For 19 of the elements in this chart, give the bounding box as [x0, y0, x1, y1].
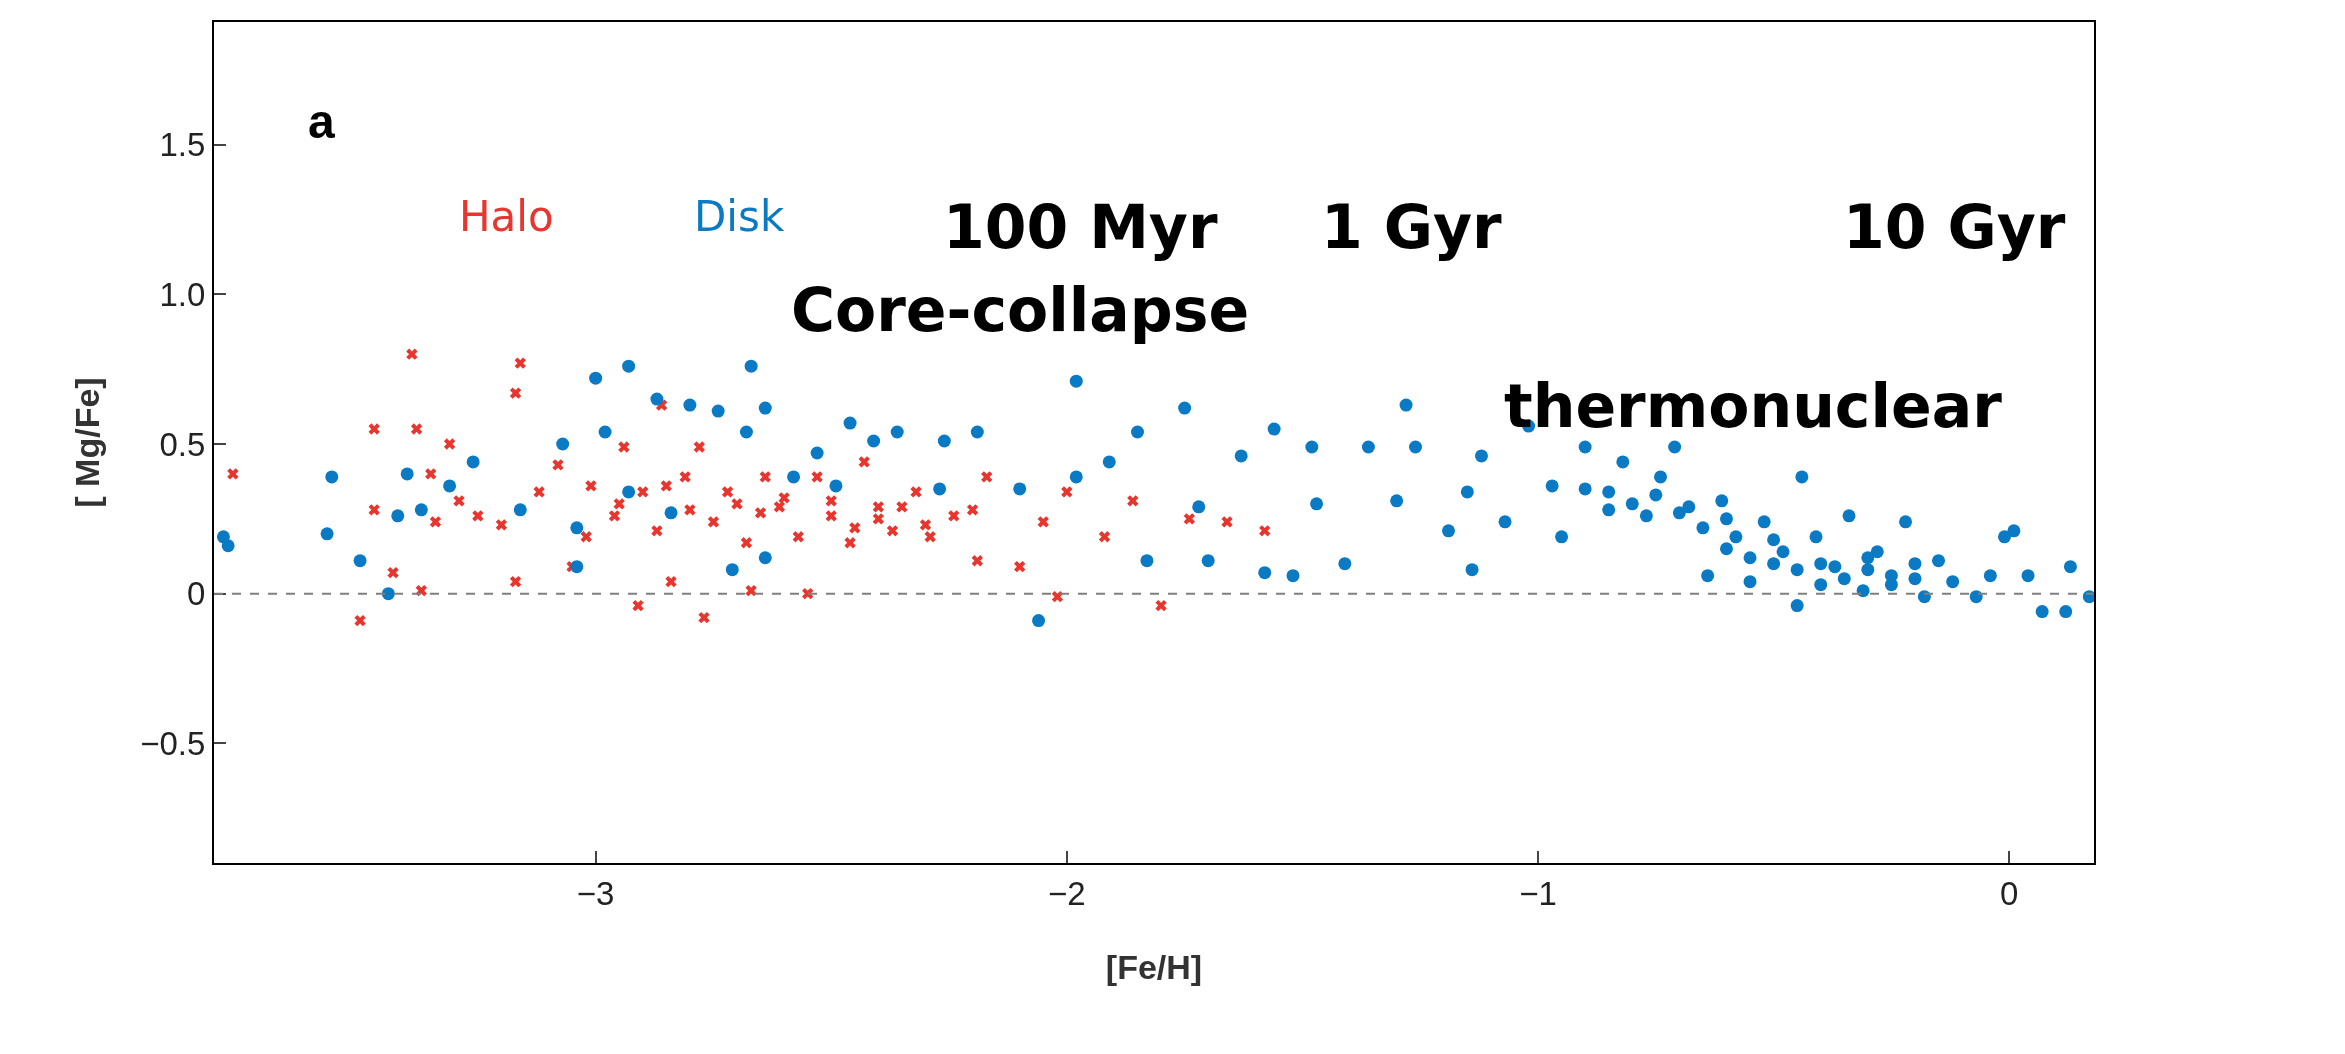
x-axis-title: [Fe/H] — [1105, 948, 1203, 987]
y-tick-label: 1.5 — [159, 126, 206, 164]
annotation: 10 Gyr — [1843, 192, 2066, 262]
y-tick-label: −0.5 — [140, 724, 206, 762]
annotation: 100 Myr — [943, 192, 1218, 262]
y-tick-label: 0 — [187, 575, 206, 613]
text: Halo — [459, 192, 554, 241]
y-tick-label: 0.5 — [159, 425, 206, 463]
x-tick-label: −3 — [576, 874, 615, 912]
x-tick-label: −1 — [1519, 874, 1557, 912]
x-tick-label: −2 — [1048, 874, 1086, 912]
x-tick-label: 0 — [2000, 874, 2019, 912]
text: Disk — [694, 192, 785, 241]
y-tick-label: 1.0 — [159, 275, 206, 313]
y-axis-title: [ Mg/Fe] — [68, 377, 107, 508]
annotation: a — [308, 95, 335, 148]
annotation: 1 Gyr — [1321, 192, 1502, 262]
annotation: Core-collapse — [791, 275, 1250, 345]
annotation: thermonuclear — [1504, 371, 2003, 441]
